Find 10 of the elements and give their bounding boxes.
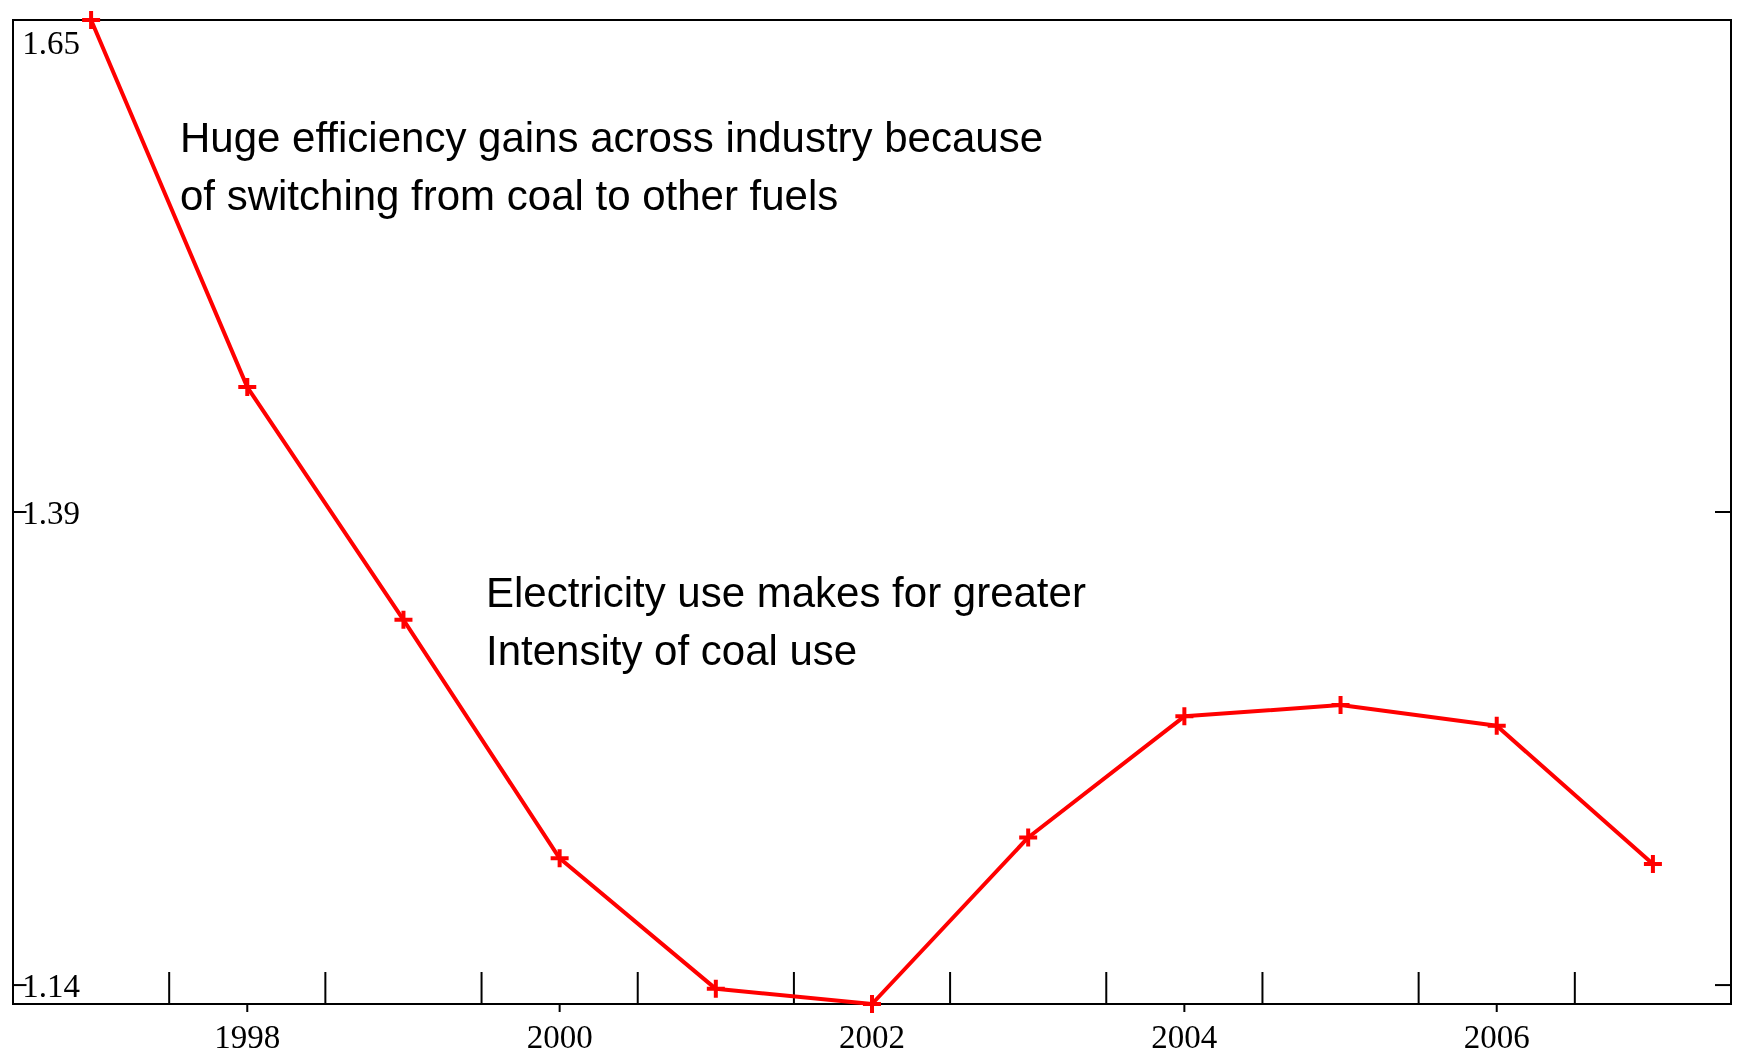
y-tick-label: 1.65 [22,24,80,61]
annotation: Huge efficiency gains across industry because of switching from coal to other fuels [180,114,1044,219]
y-tick-label: 1.14 [22,967,80,1004]
x-tick-label: 2002 [839,1019,905,1055]
x-tick-label: 2006 [1463,1019,1530,1055]
y-tick-label: 1.39 [22,494,80,531]
annotation: Electricity use makes for greater Intensity of coal use [486,569,1086,674]
x-tick-label: 2000 [526,1019,593,1055]
x-tick-label: 2004 [1151,1019,1218,1055]
x-tick-label: 1998 [214,1019,281,1055]
